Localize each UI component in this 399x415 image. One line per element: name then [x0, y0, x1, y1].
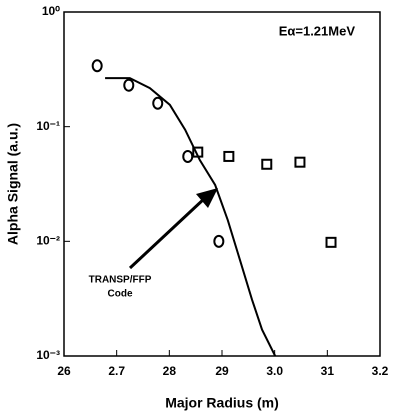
- circle-point: [213, 234, 225, 248]
- arrow-head: [196, 188, 218, 208]
- y-axis-label: Alpha Signal (a.u.): [5, 123, 21, 245]
- y-tick-label: 10⁰: [42, 4, 60, 18]
- annotation: Eα=1.21MeV: [279, 23, 356, 38]
- x-tick-label: 31: [321, 364, 335, 378]
- circle-point: [152, 96, 164, 110]
- y-tick-label: 10⁻¹: [36, 119, 60, 133]
- square-point: [294, 156, 306, 168]
- circle-point: [182, 149, 194, 163]
- model-curve: [105, 77, 277, 357]
- x-tick-label: 3.2: [372, 364, 389, 378]
- circle-point: [123, 78, 135, 92]
- y-tick-label: 10⁻³: [36, 348, 60, 362]
- annotation: TRANSP/FFP: [89, 275, 152, 286]
- x-tick-label: 26: [57, 364, 71, 378]
- arrow: [128, 196, 207, 270]
- x-tick-label: 29: [215, 364, 229, 378]
- circle-point: [91, 59, 103, 73]
- annotation: Code: [108, 289, 133, 300]
- square-point: [223, 150, 235, 162]
- x-tick-label: 3.0: [266, 364, 283, 378]
- square-point: [325, 236, 337, 248]
- x-tick-label: 28: [163, 364, 177, 378]
- y-tick-label: 10⁻²: [36, 234, 60, 248]
- square-point: [261, 158, 273, 170]
- x-tick-label: 2.7: [108, 364, 125, 378]
- x-axis-label: Major Radius (m): [165, 395, 279, 411]
- plot-frame: [63, 11, 381, 357]
